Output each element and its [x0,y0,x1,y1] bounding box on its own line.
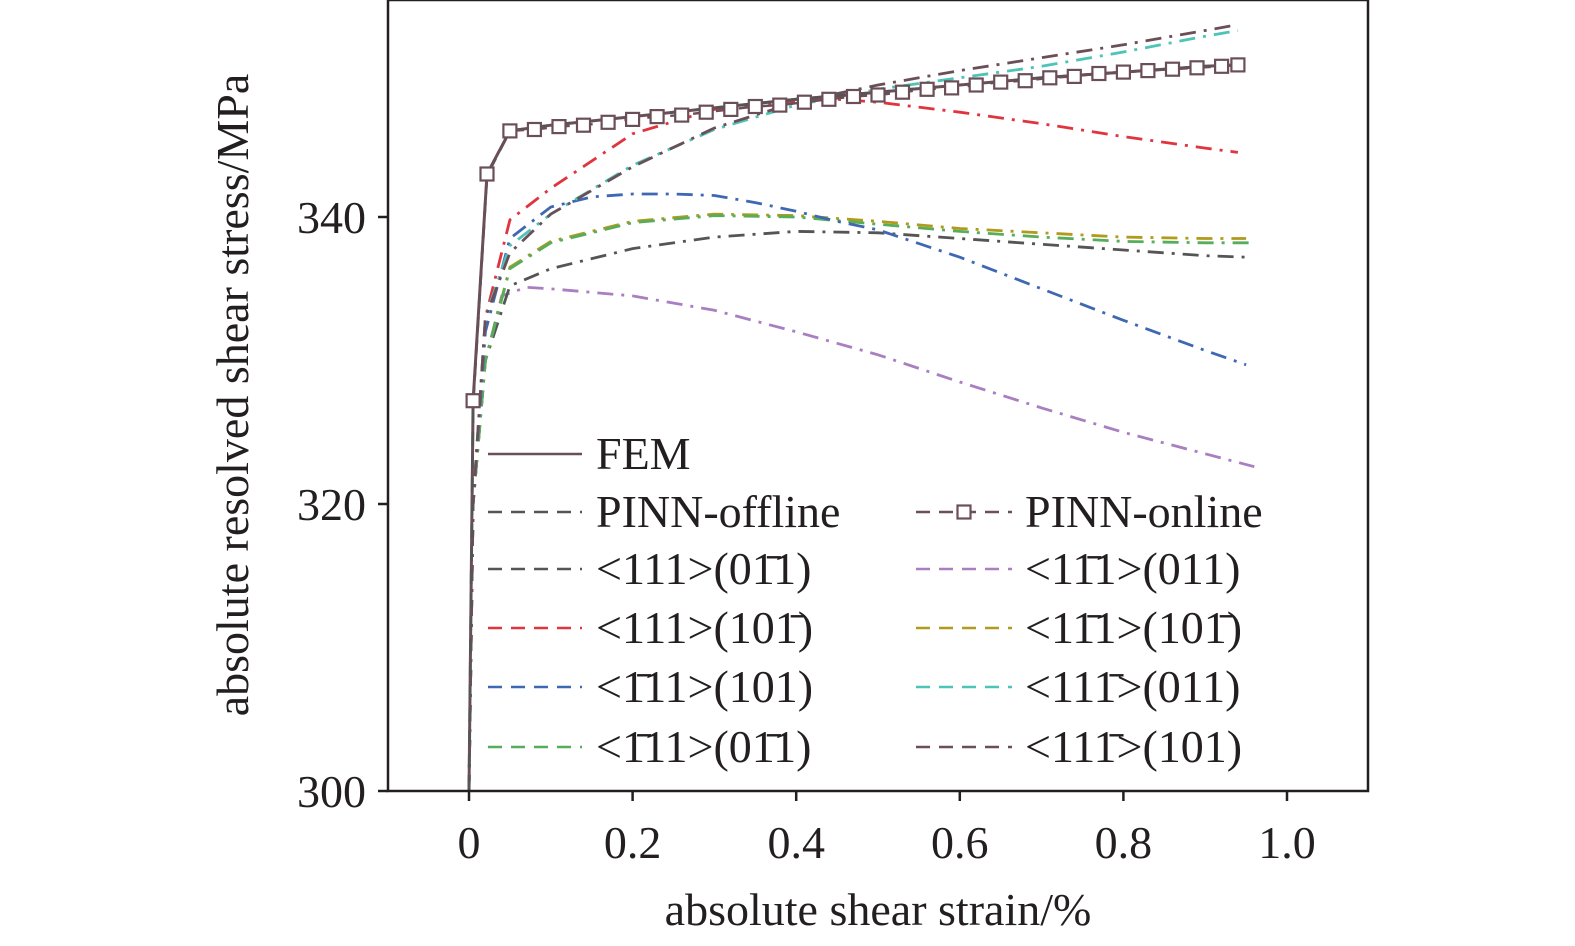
x-tick-label: 0.4 [767,817,825,868]
pinn-online-marker [1189,60,1205,76]
legend-entry-1-11-101: <1̄11>(101) [488,661,813,712]
series-line-5 [467,97,1239,792]
legend-entry-11-1-101: <11̄1>(101̄) [916,602,1242,653]
y-tick-label: 340 [297,192,366,243]
series-line-4 [467,285,1255,792]
pinn-online-marker [479,166,495,182]
x-tick-label: 0.6 [931,817,989,868]
pinn-online-marker [1213,58,1230,74]
legend-marker [956,504,972,520]
legend-label: <11̄1>(101̄) [1025,602,1242,653]
pinn-online-marker [600,114,616,130]
legend-label: <1̄11>(01̄1) [596,721,811,772]
series-line-9 [467,214,1255,792]
pinn-online-marker [575,117,592,133]
pinn-online-marker [1115,64,1132,80]
legend-label: <1̄11>(101) [596,661,813,712]
pinn-online-marker [723,101,739,118]
pinn-online-marker [796,94,813,110]
legend-label: FEM [596,428,691,479]
legend-label: PINN-offline [596,486,840,537]
pinn-online-marker [465,393,481,409]
pinn-online-marker [502,123,518,139]
pinn-online-marker [551,118,567,135]
pinn-online-marker [1017,73,1033,89]
legend-entry-111-011: <111̄>(011) [916,661,1240,712]
pinn-online-marker [968,77,984,93]
legend-label: <11̄1>(011) [1025,543,1240,594]
pinn-online-marker [1140,62,1156,79]
pinn-online-marker [526,121,543,138]
legend-entry-111-101: <111̄>(101) [916,721,1242,772]
pinn-online-marker [1164,61,1181,77]
pinn-online-marker [919,81,935,97]
legend-entry-111-101: <111>(101̄) [488,602,813,653]
y-axis-ticks: 300 320 340 [297,192,388,817]
legend-entry-111-01-1: <111>(01̄1) [488,543,811,594]
pinn-online-marker [870,87,886,103]
legend-label: <111̄>(011) [1025,661,1240,712]
pinn-online-marker [772,97,788,113]
pinn-online-marker [747,98,763,115]
y-tick-label: 300 [297,766,366,817]
x-tick-label: 0 [458,817,481,868]
plot-frame [386,0,1370,793]
legend-label: <111>(01̄1) [596,543,811,594]
pinn-online-marker [624,111,641,128]
legend-label: <111̄>(101) [1025,721,1242,772]
pinn-online-marker [1066,68,1082,85]
legend-entry-pinn-offline: PINN-offline [488,486,840,537]
series-line-2 [471,63,1239,401]
pinn-online-marker [894,84,911,100]
series-line-6 [467,212,1247,792]
pinn-online-marker [821,91,837,107]
x-axis-title: absolute shear strain/% [665,884,1092,935]
pinn-online-marker [845,88,862,105]
x-axis-ticks: 0 0.2 0.4 0.6 0.8 1.0 [458,791,1316,868]
legend-entry-1-11-01-1: <1̄11>(01̄1) [488,721,811,772]
marker-layer [465,57,1246,409]
x-tick-label: 1.0 [1258,817,1316,868]
pinn-online-marker [649,108,665,125]
legend: FEM PINN-offline <111>(01̄1) <111>(101̄) <1̄… [488,428,1263,772]
pinn-online-marker [1091,65,1107,82]
legend-entry-11-1-011: <11̄1>(011) [916,543,1240,594]
legend-label: PINN-online [1025,486,1263,537]
pinn-online-marker [993,74,1009,90]
pinn-online-marker [943,80,960,96]
y-tick-label: 320 [297,479,366,530]
legend-entry-fem: FEM [488,428,691,479]
legend-label: <111>(101̄) [596,602,813,653]
legend-entry-pinn-online: PINN-online [916,486,1263,537]
x-tick-label: 0.2 [604,817,662,868]
pinn-online-marker [674,107,690,123]
x-tick-label: 0.8 [1095,817,1153,868]
pinn-online-marker [1042,70,1058,86]
pinn-online-marker [698,104,714,120]
pinn-online-marker [1230,57,1246,73]
y-axis-title: absolute resolved shear stress/MPa [207,74,258,717]
